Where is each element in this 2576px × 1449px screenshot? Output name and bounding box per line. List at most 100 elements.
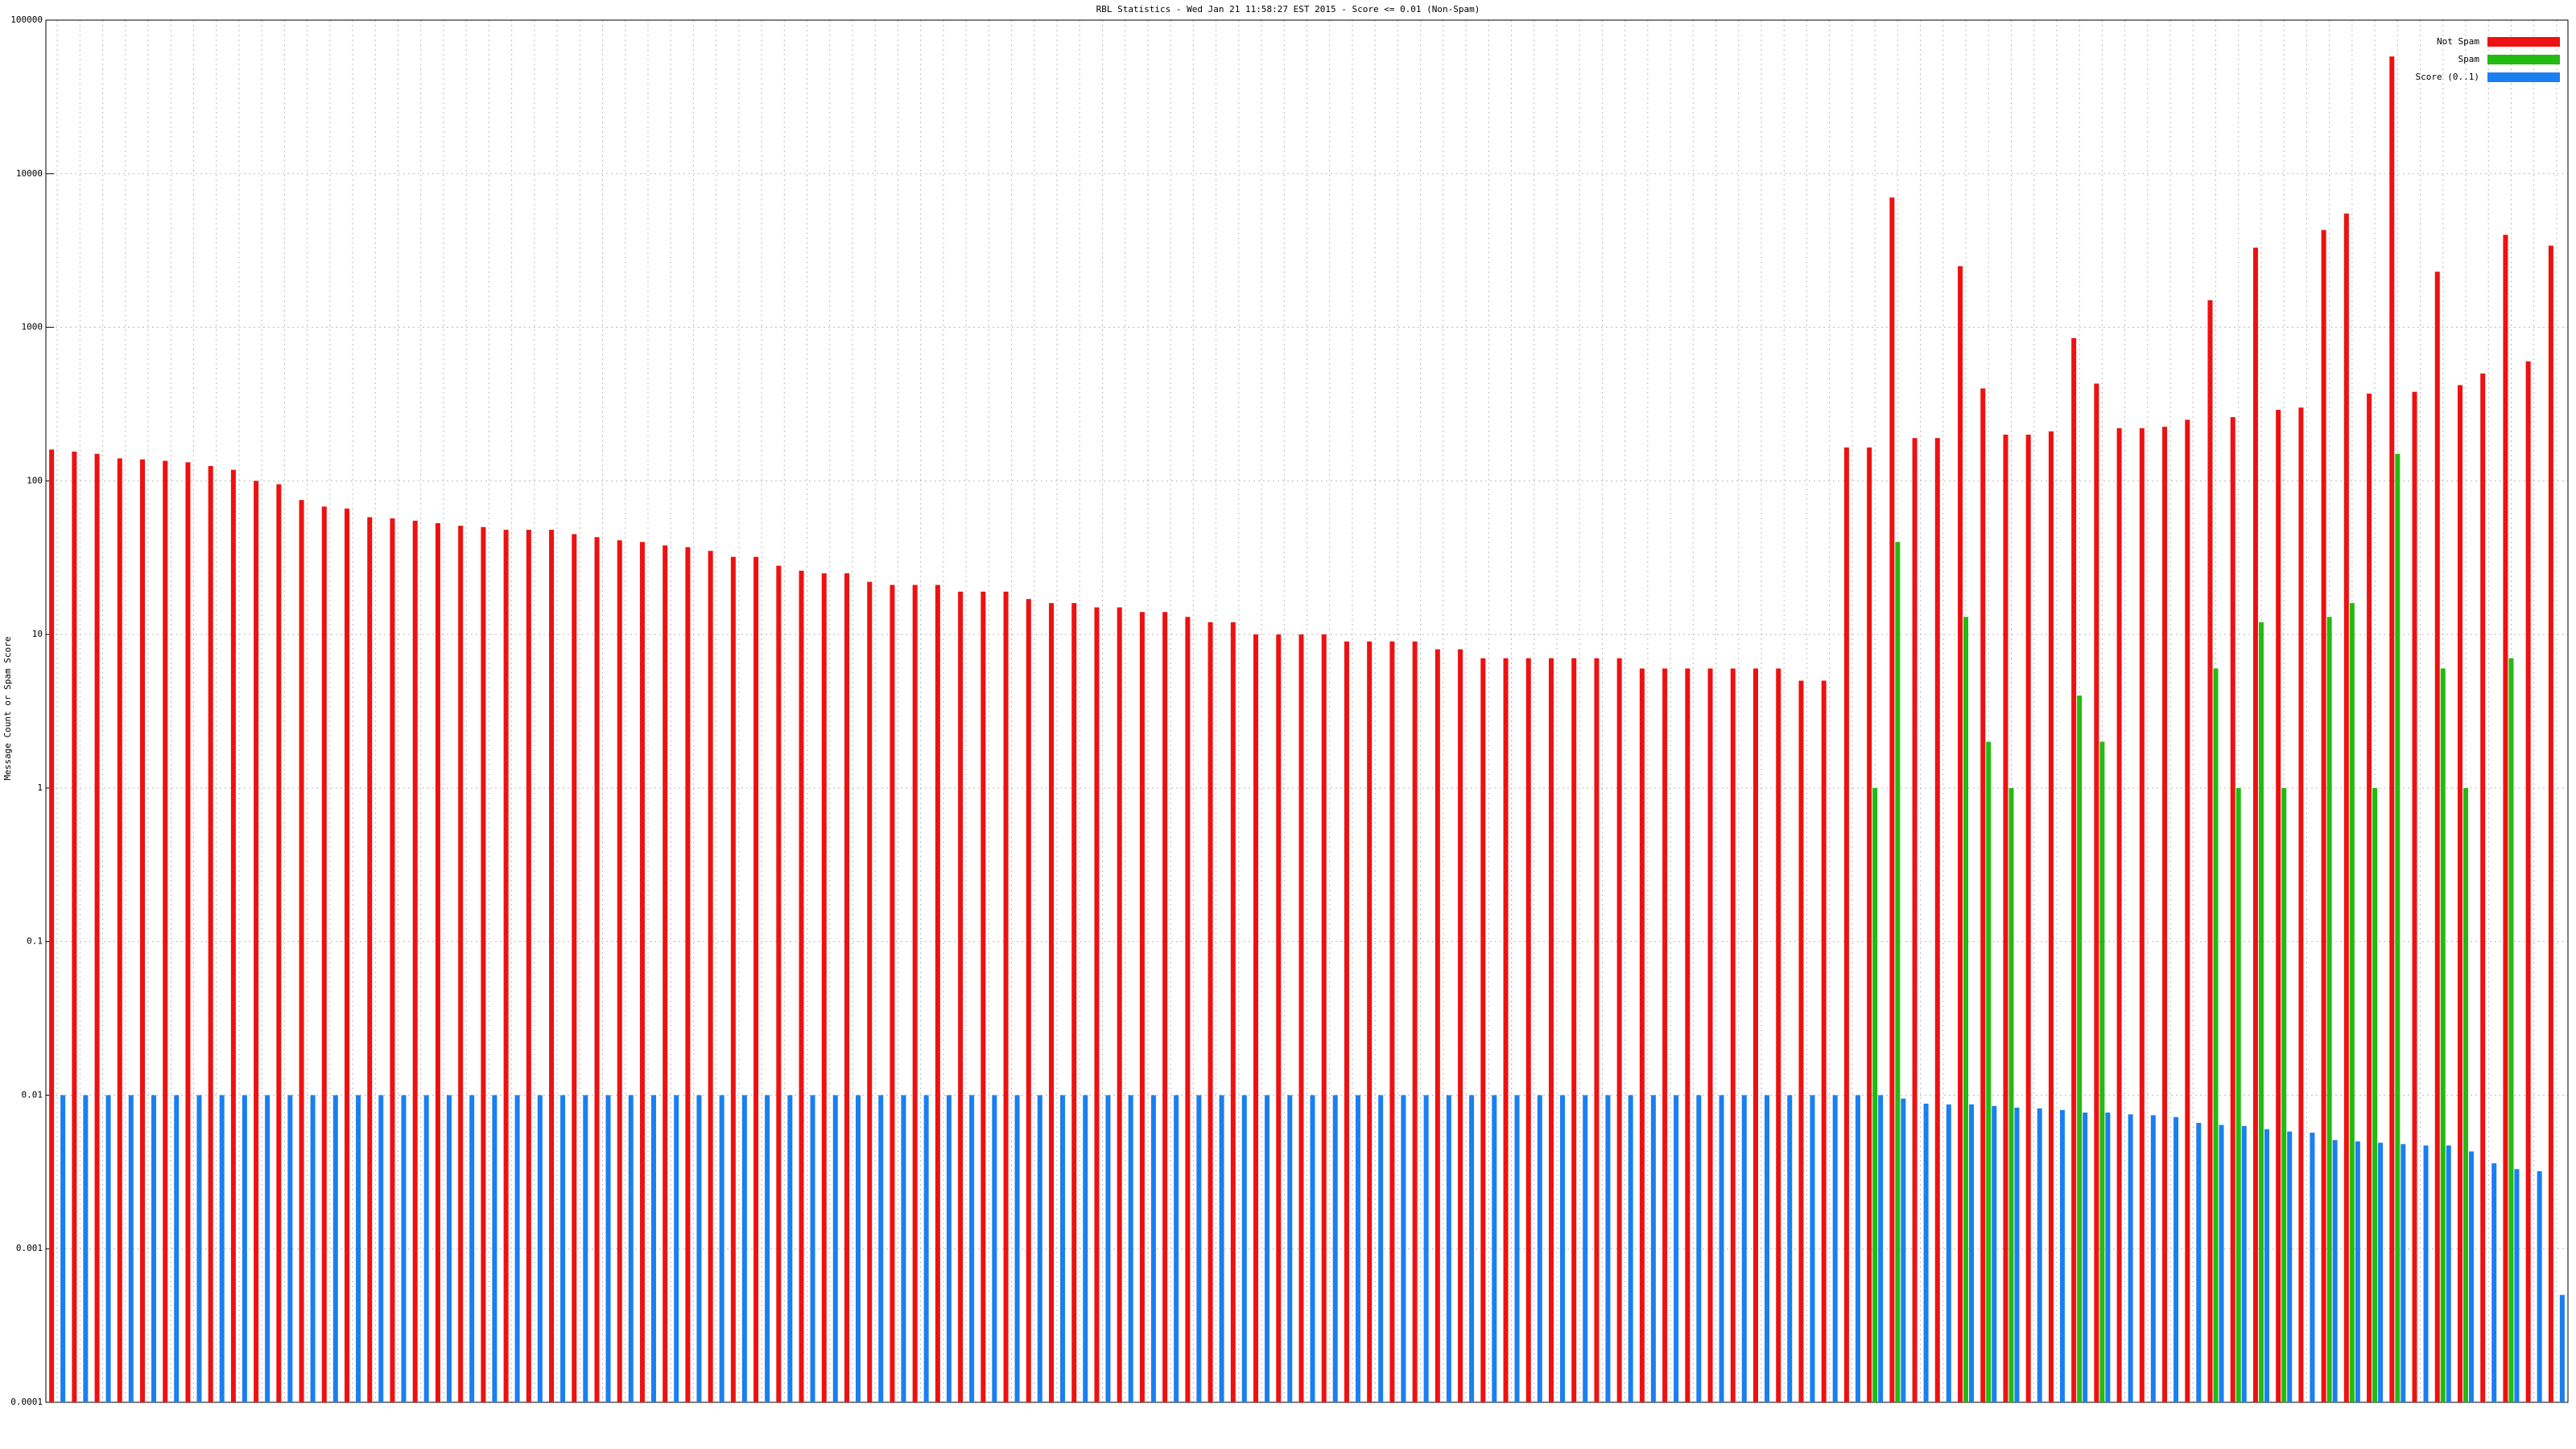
bar	[287, 1095, 293, 1402]
bar	[2083, 1113, 2088, 1402]
bar	[1696, 1095, 1702, 1402]
bar	[1662, 668, 1668, 1402]
bar	[2514, 1169, 2520, 1402]
bar	[401, 1095, 407, 1402]
bar	[219, 1095, 225, 1402]
bar	[2139, 428, 2145, 1402]
bar	[2462, 787, 2468, 1402]
bar	[2457, 385, 2462, 1403]
bar	[446, 1095, 452, 1402]
bar	[1276, 634, 1282, 1402]
bar	[1946, 1104, 1951, 1402]
bar	[1310, 1095, 1315, 1402]
bar	[1855, 1095, 1860, 1402]
bar	[1832, 1095, 1838, 1402]
bar	[912, 584, 918, 1402]
bar	[1128, 1095, 1133, 1402]
bar	[1378, 1095, 1384, 1402]
bar	[639, 542, 645, 1402]
bar	[628, 1095, 634, 1402]
bar	[2378, 1142, 2384, 1402]
bar	[2252, 247, 2258, 1402]
bar	[242, 1095, 247, 1402]
bar	[1026, 599, 1031, 1402]
bar	[1162, 612, 1168, 1402]
legend-swatch	[2487, 37, 2560, 47]
bar	[1583, 1095, 1588, 1402]
bar	[1969, 1104, 1975, 1402]
bar	[1037, 1095, 1042, 1402]
bar	[310, 1095, 316, 1402]
bar	[2372, 787, 2378, 1402]
bar	[2150, 1115, 2156, 1402]
bar	[1401, 1095, 1406, 1402]
bar	[1934, 438, 1940, 1402]
bar	[2559, 1294, 2565, 1402]
bar	[2264, 1129, 2269, 1402]
bar	[514, 1095, 520, 1402]
bar	[2037, 1108, 2042, 1402]
bar	[423, 1095, 429, 1402]
bar	[2014, 1107, 2020, 1402]
bar	[765, 1095, 770, 1402]
y-tick-label: 100	[27, 475, 43, 485]
bar	[844, 573, 849, 1402]
bar	[708, 551, 713, 1403]
bar	[969, 1095, 975, 1402]
bar	[1389, 641, 1395, 1402]
bar	[2128, 1114, 2133, 1402]
bar	[1185, 617, 1191, 1402]
bar	[2412, 391, 2417, 1402]
bar	[1423, 1095, 1429, 1402]
bar	[1344, 641, 1349, 1402]
bar	[1139, 612, 1145, 1402]
bar	[2219, 1125, 2224, 1402]
bar	[2174, 1117, 2179, 1402]
bar	[356, 1095, 361, 1402]
bar	[105, 1095, 111, 1402]
bar	[321, 506, 327, 1403]
bar	[185, 462, 191, 1402]
bar	[1503, 658, 1509, 1402]
bar	[980, 591, 986, 1402]
legend-label: Not Spam	[2437, 36, 2479, 47]
bar	[1923, 1104, 1929, 1402]
bar	[83, 1095, 89, 1402]
bar	[787, 1095, 793, 1402]
bar	[1810, 1095, 1815, 1402]
bar	[1616, 658, 1622, 1402]
bar	[2059, 1109, 2065, 1402]
bar	[1730, 668, 1736, 1402]
bar	[49, 449, 55, 1402]
bar	[1094, 607, 1100, 1402]
bar	[1912, 438, 1918, 1402]
bar	[594, 537, 600, 1402]
bar	[1787, 1095, 1793, 1402]
bar	[174, 1095, 180, 1402]
legend-swatch	[2487, 72, 2560, 82]
bar	[2537, 1170, 2542, 1402]
bar	[1298, 634, 1304, 1402]
bar	[1253, 634, 1259, 1402]
bar	[1049, 603, 1055, 1402]
bar	[390, 518, 395, 1402]
bar	[730, 556, 736, 1402]
y-tick-label: 0.001	[16, 1243, 43, 1253]
bar	[753, 556, 759, 1402]
bar	[2321, 229, 2326, 1402]
bar	[1650, 1095, 1656, 1402]
bar	[265, 1095, 270, 1402]
bar	[821, 573, 827, 1402]
bar	[2281, 787, 2287, 1402]
bar	[1060, 1095, 1066, 1402]
bar	[2105, 1113, 2111, 1402]
bar	[230, 469, 236, 1402]
bar	[2468, 1151, 2474, 1402]
bar	[946, 1095, 952, 1402]
bar	[2434, 271, 2440, 1403]
bar	[2185, 419, 2190, 1402]
bar	[1083, 1095, 1088, 1402]
y-tick-label: 10	[32, 629, 43, 639]
bar	[1980, 388, 1986, 1403]
